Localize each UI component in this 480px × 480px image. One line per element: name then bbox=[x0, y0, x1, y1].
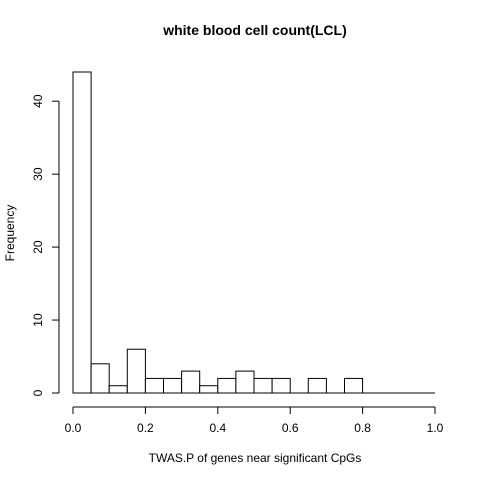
histogram-bar-2 bbox=[108, 385, 128, 394]
y-tick-label: 40 bbox=[31, 94, 45, 108]
histogram-bar-9 bbox=[235, 370, 255, 394]
histogram-bar-6 bbox=[181, 370, 201, 394]
y-axis: 0 10 20 30 40 bbox=[31, 94, 60, 396]
y-tick-label: 30 bbox=[31, 167, 45, 181]
bars-group bbox=[72, 71, 435, 394]
y-tick-label: 20 bbox=[31, 240, 45, 254]
histogram-bar-0 bbox=[72, 71, 92, 394]
x-tick-label: 1.0 bbox=[427, 421, 444, 435]
histogram-bar-10 bbox=[253, 377, 273, 394]
histogram-bar-4 bbox=[144, 377, 164, 394]
x-tick-label: 0.0 bbox=[65, 421, 82, 435]
x-tick-label: 0.6 bbox=[282, 421, 299, 435]
y-tick-label: 0 bbox=[31, 389, 45, 396]
histogram-bar-11 bbox=[271, 377, 291, 394]
histogram-bar-8 bbox=[217, 377, 237, 394]
histogram-bar-5 bbox=[163, 377, 183, 394]
chart-title: white blood cell count(LCL) bbox=[162, 22, 347, 38]
y-axis-label: Frequency bbox=[3, 205, 17, 262]
histogram-bar-15 bbox=[344, 377, 364, 394]
x-tick-label: 0.8 bbox=[354, 421, 371, 435]
x-axis: 0.0 0.2 0.4 0.6 0.8 1.0 bbox=[65, 406, 444, 435]
histogram-bar-7 bbox=[199, 385, 219, 394]
histogram-bar-13 bbox=[307, 377, 327, 394]
histogram-bar-3 bbox=[126, 348, 146, 394]
x-tick-label: 0.2 bbox=[137, 421, 154, 435]
y-tick-label: 10 bbox=[31, 313, 45, 327]
histogram-bar-1 bbox=[90, 363, 110, 394]
x-tick-label: 0.4 bbox=[209, 421, 226, 435]
x-axis-label: TWAS.P of genes near significant CpGs bbox=[149, 451, 362, 465]
